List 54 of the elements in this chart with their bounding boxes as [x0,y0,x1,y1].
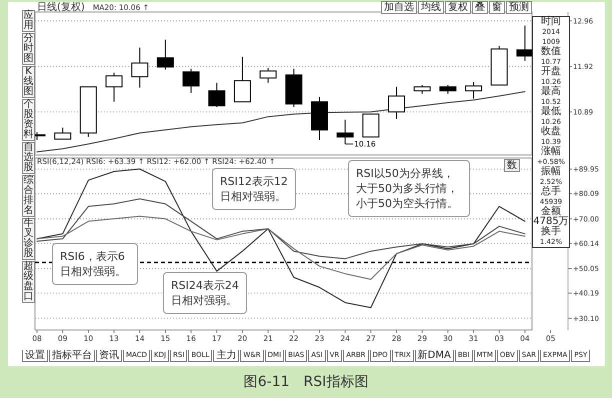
annotation: 总手 [540,186,562,197]
annotation: 最低 [540,106,562,117]
annotation: 均线 [418,1,444,14]
candlestick [362,114,380,138]
annotation: 综合排名 [22,175,35,217]
annotation: 时间 [540,16,562,27]
line-series [36,168,526,308]
annotation: 加自选 [381,1,417,14]
text: 图6-11 RSI指标图 [242,373,370,391]
annotation: 数值 [540,46,562,57]
candlestick [465,81,482,100]
candlestick [388,86,406,120]
annotation: 自选股 [22,142,35,174]
candlestick [131,47,148,88]
annotation: 预测 [506,1,532,14]
annotation: 个股资料 [22,99,35,141]
line-series [36,216,526,280]
annotation: RSI以50为分界线，大于50为多头行情，小于50为空头行情。 [348,160,470,217]
annotation: 换手 [540,226,562,237]
candlestick [234,56,251,102]
candlestick [156,39,174,70]
candlestick [260,67,277,84]
candlestick [336,119,354,144]
annotation: 振幅 [540,166,562,177]
annotation: RSI12表示12日相对强弱。 [212,168,296,210]
text: 主力 [213,350,240,362]
annotation: 数 [504,159,520,172]
annotation: 开盘 [540,66,562,77]
candlestick [208,82,226,108]
annotation: 复权 [445,1,471,14]
candlestick [516,25,534,62]
candlestick [182,68,200,94]
annotation: 叠 [472,1,488,14]
annotation: 分时图 [22,33,35,65]
annotation: 牛叉诊股 [22,218,35,260]
annotation: 最高 [540,86,562,97]
annotation: RSI24表示24日相对强弱。 [163,272,247,314]
annotation: 4785万 [533,216,569,227]
annotation: 涨幅 [540,146,562,157]
annotation: 窗 [489,1,505,14]
annotation: 日线(复权) [37,1,85,13]
text: 设置 [22,350,48,362]
text: 指标平台 [49,350,95,362]
annotation: 应用 [22,10,35,32]
text: 资讯 [96,350,122,362]
candlestick [54,127,72,140]
annotation: 收盘 [540,126,562,137]
annotation: RSI6，表示6日相对强弱。 [52,243,138,285]
line-series [36,91,526,152]
text: 新DMA [414,350,454,362]
annotation: 超级盘口 [22,261,35,303]
annotation: 金额 [541,206,561,217]
candlestick [106,72,123,102]
annotation: K线图 [22,66,35,98]
